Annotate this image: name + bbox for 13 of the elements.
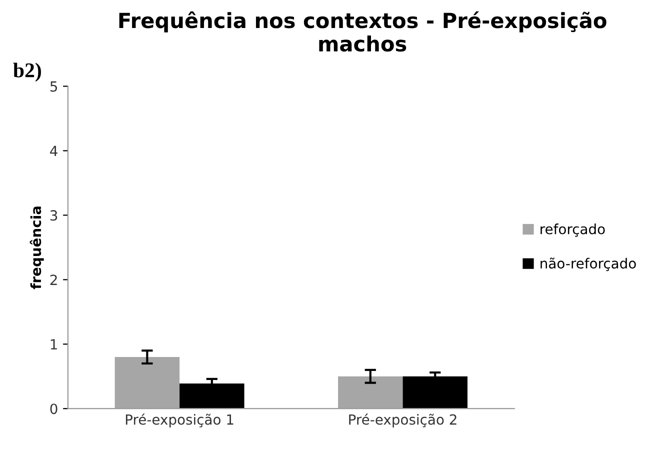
y-tick-label: 1 [50,339,57,350]
text: b2) [13,62,41,82]
y-tick-label: 4 [50,146,58,156]
x-tick-label: Pré-exposição 1 [126,413,234,428]
y-tick-label: 2 [50,274,57,285]
chart-title: Frequência nos contextos - Pré-exposição machos [119,11,606,52]
y-tick-label: 0 [50,404,58,414]
legend-label: não-reforçado [540,258,636,272]
y-tick-label: 3 [50,210,58,221]
y-axis-title: frequência [30,206,44,290]
legend-label: reforçado [540,224,605,237]
y-tick-label: 5 [50,81,57,92]
x-tick-label: Pré-exposição 2 [349,413,456,428]
